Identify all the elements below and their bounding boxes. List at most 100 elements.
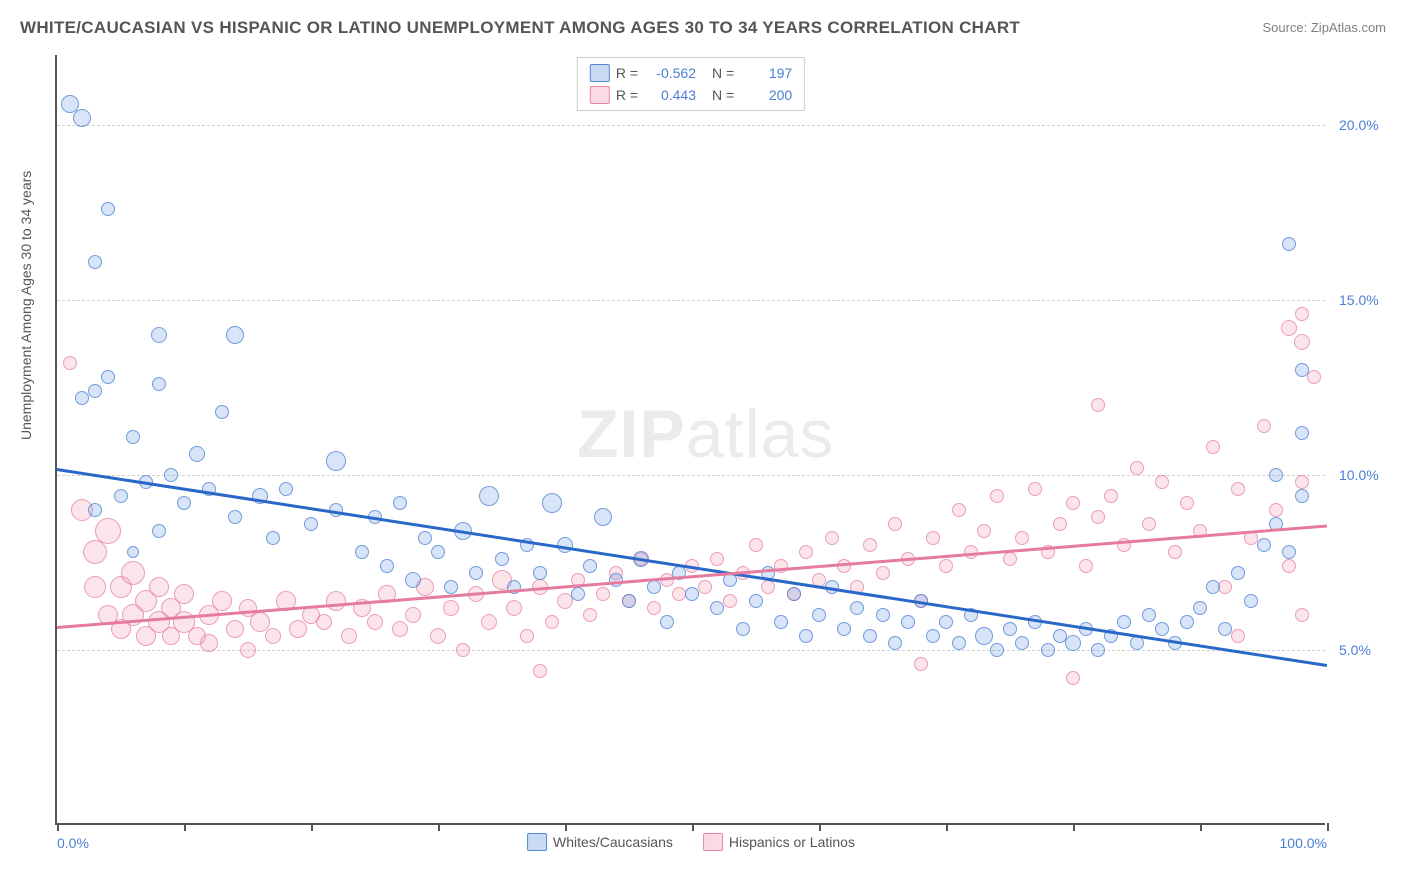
- data-point: [316, 614, 332, 630]
- data-point: [583, 608, 597, 622]
- data-point: [1028, 482, 1042, 496]
- data-point: [1294, 334, 1310, 350]
- legend-item-blue: Whites/Caucasians: [527, 833, 673, 851]
- data-point: [226, 326, 244, 344]
- ytick-label: 5.0%: [1339, 642, 1371, 658]
- data-point: [114, 489, 128, 503]
- data-point: [1091, 643, 1105, 657]
- plot-area: ZIPatlas R = -0.562 N = 197 R = 0.443 N …: [55, 55, 1325, 825]
- data-point: [212, 591, 232, 611]
- data-point: [825, 531, 839, 545]
- data-point: [1193, 601, 1207, 615]
- data-point: [83, 540, 107, 564]
- data-point: [736, 622, 750, 636]
- data-point: [888, 517, 902, 531]
- xtick-label: 100.0%: [1280, 835, 1327, 851]
- gridline-h: [57, 475, 1325, 476]
- legend-item-pink: Hispanics or Latinos: [703, 833, 855, 851]
- data-point: [1180, 615, 1194, 629]
- data-point: [405, 572, 421, 588]
- data-point: [1269, 468, 1283, 482]
- data-point: [1003, 552, 1017, 566]
- data-point: [1295, 363, 1309, 377]
- data-point: [1282, 237, 1296, 251]
- data-point: [380, 559, 394, 573]
- data-point: [444, 580, 458, 594]
- r-value-2: 0.443: [646, 84, 696, 106]
- legend-row-blue: R = -0.562 N = 197: [590, 62, 792, 84]
- data-point: [456, 643, 470, 657]
- data-point: [594, 508, 612, 526]
- data-point: [799, 545, 813, 559]
- data-point: [431, 545, 445, 559]
- data-point: [1295, 307, 1309, 321]
- data-point: [1130, 461, 1144, 475]
- data-point: [542, 493, 562, 513]
- data-point: [164, 468, 178, 482]
- data-point: [1168, 545, 1182, 559]
- data-point: [392, 621, 408, 637]
- data-point: [1295, 608, 1309, 622]
- data-point: [367, 614, 383, 630]
- data-point: [1091, 510, 1105, 524]
- data-point: [149, 577, 169, 597]
- data-point: [990, 489, 1004, 503]
- xtick-mark: [946, 823, 948, 831]
- data-point: [939, 615, 953, 629]
- data-point: [481, 614, 497, 630]
- ytick-label: 15.0%: [1339, 292, 1379, 308]
- legend-label-pink: Hispanics or Latinos: [729, 834, 855, 850]
- data-point: [1231, 566, 1245, 580]
- data-point: [151, 327, 167, 343]
- xtick-mark: [311, 823, 313, 831]
- data-point: [1015, 636, 1029, 650]
- xtick-mark: [1327, 823, 1329, 831]
- data-point: [326, 451, 346, 471]
- r-label-1: R =: [616, 62, 638, 84]
- data-point: [1066, 671, 1080, 685]
- data-point: [1282, 559, 1296, 573]
- data-point: [152, 377, 166, 391]
- data-point: [533, 664, 547, 678]
- data-point: [1244, 594, 1258, 608]
- data-point: [749, 538, 763, 552]
- data-point: [876, 608, 890, 622]
- data-point: [1257, 419, 1271, 433]
- data-point: [837, 559, 851, 573]
- data-point: [63, 356, 77, 370]
- data-point: [101, 202, 115, 216]
- data-point: [326, 591, 346, 611]
- data-point: [1053, 517, 1067, 531]
- xtick-mark: [819, 823, 821, 831]
- data-point: [837, 622, 851, 636]
- gridline-h: [57, 125, 1325, 126]
- data-point: [622, 594, 636, 608]
- data-point: [1041, 643, 1055, 657]
- data-point: [520, 629, 534, 643]
- data-point: [1155, 475, 1169, 489]
- data-point: [787, 587, 801, 601]
- gridline-h: [57, 300, 1325, 301]
- legend-swatch-pink-icon: [703, 833, 723, 851]
- data-point: [88, 503, 102, 517]
- data-point: [596, 587, 610, 601]
- data-point: [1295, 426, 1309, 440]
- data-point: [1281, 320, 1297, 336]
- trendline: [57, 468, 1327, 666]
- data-point: [174, 584, 194, 604]
- data-point: [876, 566, 890, 580]
- data-point: [495, 552, 509, 566]
- data-point: [443, 600, 459, 616]
- data-point: [1269, 503, 1283, 517]
- legend-label-blue: Whites/Caucasians: [553, 834, 673, 850]
- xtick-mark: [57, 823, 59, 831]
- data-point: [189, 446, 205, 462]
- data-point: [698, 580, 712, 594]
- data-point: [88, 255, 102, 269]
- data-point: [1142, 608, 1156, 622]
- data-point: [1117, 615, 1131, 629]
- data-point: [1218, 580, 1232, 594]
- xtick-mark: [565, 823, 567, 831]
- data-point: [1130, 636, 1144, 650]
- data-point: [685, 587, 699, 601]
